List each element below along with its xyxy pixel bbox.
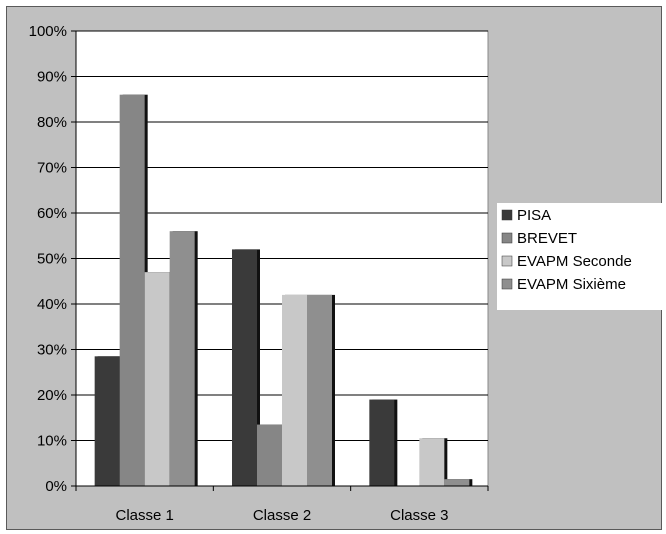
y-tick-label: 40% xyxy=(37,296,67,313)
bar-evapm-sixi-me-2 xyxy=(307,294,332,486)
x-tick-label: Classe 3 xyxy=(390,507,448,524)
legend-label: PISA xyxy=(517,207,551,224)
y-tick-label: 50% xyxy=(37,251,67,268)
y-tick-label: 20% xyxy=(37,387,67,404)
y-tick-label: 30% xyxy=(37,342,67,359)
bar-brevet-1 xyxy=(119,94,145,486)
bar-pisa-2 xyxy=(232,249,257,486)
bar-pisa-1 xyxy=(94,356,120,486)
x-tick-label: Classe 1 xyxy=(115,507,173,524)
y-axis: 0% 10% 20% 30% 40% 50% 60% 70% 80% 90% 100% xyxy=(29,23,77,495)
bar-evapm-sixi-me-1 xyxy=(169,231,195,486)
bar-brevet-2 xyxy=(257,424,282,486)
legend-swatch xyxy=(501,278,513,290)
y-tick-label: 90% xyxy=(37,69,67,86)
legend-label: BREVET xyxy=(517,230,577,247)
legend-label: EVAPM Sixième xyxy=(517,276,626,293)
bar-evapm-seconde-2 xyxy=(282,294,307,486)
y-tick-label: 60% xyxy=(37,205,67,222)
legend-swatch xyxy=(501,209,513,221)
legend-swatch xyxy=(501,232,513,244)
legend: PISA BREVET EVAPM Seconde EVAPM Sixième xyxy=(497,203,666,310)
bars xyxy=(94,94,473,486)
y-tick-label: 100% xyxy=(29,23,67,40)
y-tick-label: 70% xyxy=(37,160,67,177)
x-axis: Classe 1 Classe 2 Classe 3 xyxy=(75,485,489,524)
bar-evapm-seconde-3 xyxy=(419,438,445,486)
legend-swatch xyxy=(501,255,513,267)
y-tick-label: 10% xyxy=(37,433,67,450)
y-tick-label: 80% xyxy=(37,114,67,131)
legend-label: EVAPM Seconde xyxy=(517,253,632,270)
bar-evapm-seconde-1 xyxy=(144,272,170,486)
legend-box xyxy=(497,203,666,310)
x-tick-label: Classe 2 xyxy=(253,507,311,524)
bar-evapm-sixi-me-3 xyxy=(444,479,470,486)
y-tick-label: 0% xyxy=(45,478,67,495)
bar-pisa-3 xyxy=(369,399,395,486)
